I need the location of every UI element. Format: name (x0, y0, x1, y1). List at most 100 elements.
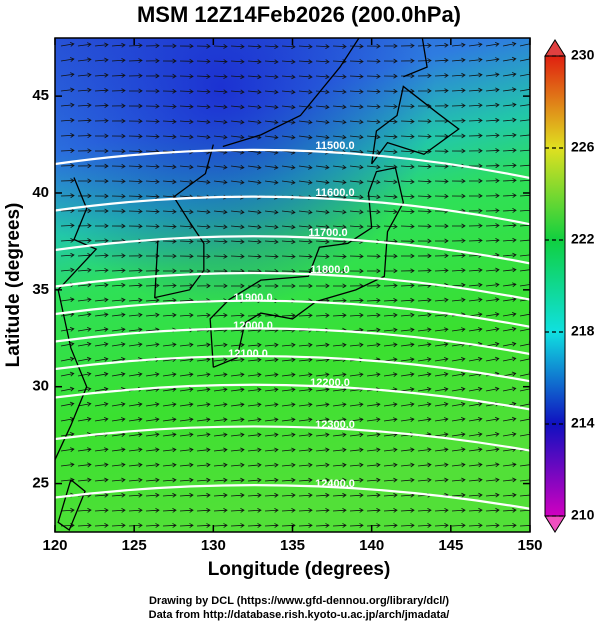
wind-arrow (247, 239, 262, 245)
wind-arrow (468, 178, 483, 184)
wind-arrow (128, 43, 143, 48)
wind-arrow (128, 58, 143, 63)
wind-arrow (519, 222, 530, 228)
wind-arrow (111, 462, 126, 468)
wind-arrow (366, 283, 381, 289)
wind-arrow (417, 507, 432, 513)
wind-arrow (281, 342, 296, 348)
wind-arrow (502, 326, 517, 332)
wind-arrow (128, 402, 143, 407)
wind-arrow (162, 312, 177, 318)
wind-arrow (400, 357, 415, 362)
wind-arrow (400, 179, 415, 185)
wind-arrow (298, 372, 313, 378)
wind-arrow (417, 342, 432, 348)
wind-arrow (417, 523, 432, 528)
wind-arrow (213, 59, 228, 64)
wind-arrow (213, 224, 228, 230)
wind-arrow (451, 297, 466, 303)
coastline (403, 38, 428, 78)
wind-arrow (111, 492, 126, 498)
wind-arrow (281, 239, 296, 245)
wind-arrow (383, 104, 398, 109)
wind-arrow (111, 208, 126, 214)
wind-arrow (247, 402, 262, 408)
wind-arrow (468, 386, 483, 392)
wind-arrow (230, 209, 245, 215)
wind-arrow (281, 104, 296, 110)
wind-arrow (502, 178, 517, 183)
wind-arrow (332, 298, 347, 304)
wind-arrow (111, 417, 126, 422)
wind-arrow (383, 88, 398, 94)
wind-arrow (366, 119, 381, 125)
wind-arrow (434, 103, 449, 109)
wind-arrow (128, 327, 143, 333)
wind-arrow (298, 283, 313, 289)
wind-arrow (400, 134, 415, 139)
wind-arrow (94, 342, 109, 347)
wind-arrow (94, 297, 109, 303)
wind-arrow (298, 134, 313, 140)
wind-arrow (128, 103, 143, 109)
wind-arrow (468, 193, 483, 199)
wind-arrow (502, 282, 517, 288)
wind-arrow (519, 371, 530, 377)
wind-arrow (196, 209, 211, 215)
colorbar-tick-label: 210 (571, 507, 595, 523)
wind-arrow (77, 208, 92, 214)
wind-arrow (77, 416, 92, 422)
wind-arrow (128, 492, 143, 498)
wind-arrow (366, 43, 381, 49)
wind-arrow (111, 118, 126, 124)
wind-arrow (162, 268, 177, 274)
wind-arrow (468, 163, 483, 169)
wind-arrow (485, 326, 500, 332)
wind-arrow (485, 133, 500, 138)
wind-arrow (264, 59, 279, 65)
wind-arrow (60, 87, 75, 93)
wind-arrow (77, 118, 92, 123)
wind-arrow (128, 118, 143, 124)
wind-arrow (213, 447, 228, 453)
wind-arrow (349, 224, 364, 230)
wind-arrow (434, 268, 449, 273)
wind-arrow (230, 508, 245, 513)
wind-arrow (213, 119, 228, 125)
wind-arrow (383, 283, 398, 289)
contour-label: 12000.0 (233, 320, 273, 332)
wind-arrow (77, 312, 92, 317)
wind-arrow (128, 507, 143, 513)
wind-arrow (502, 297, 517, 302)
wind-arrow (383, 372, 398, 377)
wind-arrow (519, 192, 530, 198)
wind-arrow (502, 87, 517, 93)
wind-arrow (179, 43, 194, 49)
wind-arrow (519, 71, 530, 77)
wind-arrow (485, 282, 500, 288)
coastline (57, 479, 86, 532)
wind-arrow (349, 432, 364, 438)
wind-arrow (281, 477, 296, 483)
wind-arrow (451, 447, 466, 453)
wind-arrow (145, 134, 160, 139)
wind-arrow (179, 492, 194, 498)
wind-arrow (417, 118, 432, 124)
wind-arrow (366, 89, 381, 94)
wind-arrow (196, 342, 211, 348)
wind-arrow (111, 507, 126, 513)
wind-arrow (60, 223, 75, 228)
wind-arrow (213, 283, 228, 289)
y-tick-label: 35 (32, 281, 49, 298)
wind-arrow (451, 193, 466, 199)
wind-arrow (196, 523, 211, 528)
wind-arrow (400, 402, 415, 407)
wind-arrow (315, 209, 330, 215)
wind-arrow (400, 417, 415, 422)
wind-arrow (366, 372, 381, 378)
wind-arrow (128, 179, 143, 184)
wind-arrow (128, 282, 143, 288)
wind-arrow (451, 371, 466, 377)
wind-arrow (366, 298, 381, 303)
